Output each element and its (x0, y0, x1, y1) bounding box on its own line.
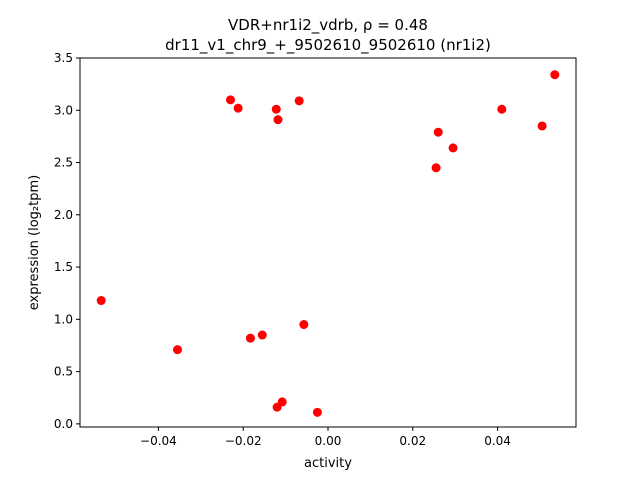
x-axis-label: activity (304, 456, 352, 471)
x-axis-ticks: −0.04 −0.02 0.00 0.02 0.04 (140, 427, 511, 448)
data-point (245, 333, 255, 343)
x-tick-label: −0.04 (140, 434, 177, 448)
y-tick-label: 1.5 (54, 260, 73, 274)
data-point (257, 330, 267, 340)
x-tick-label: 0.02 (399, 434, 426, 448)
y-tick-label: 1.0 (54, 312, 73, 326)
data-point (273, 115, 283, 125)
y-tick-label: 0.5 (54, 365, 73, 379)
data-point (277, 397, 287, 407)
data-point (550, 70, 560, 80)
data-point (294, 96, 304, 106)
data-point (173, 345, 183, 355)
data-point (448, 143, 458, 153)
data-point (233, 103, 243, 113)
chart-title-line2: dr11_v1_chr9_+_9502610_9502610 (nr1i2) (165, 36, 491, 55)
data-point (96, 296, 106, 306)
y-axis-ticks: 0.0 0.5 1.0 1.5 2.0 2.5 3.0 3.5 (54, 51, 80, 431)
y-tick-label: 2.5 (54, 156, 73, 170)
data-point (271, 104, 281, 114)
x-tick-label: −0.02 (225, 434, 262, 448)
data-point (299, 320, 309, 330)
data-point (497, 104, 507, 114)
data-point (433, 127, 443, 137)
y-tick-label: 2.0 (54, 208, 73, 222)
data-point (312, 407, 322, 417)
chart-title-line1: VDR+nr1i2_vdrb, ρ = 0.48 (228, 16, 428, 35)
data-point (431, 163, 441, 173)
x-tick-label: 0.00 (315, 434, 342, 448)
data-point (537, 121, 547, 131)
y-tick-label: 0.0 (54, 417, 73, 431)
plot-area (96, 70, 560, 417)
y-axis-label: expression (log₂tpm) (27, 175, 42, 310)
x-tick-label: 0.04 (484, 434, 511, 448)
y-tick-label: 3.5 (54, 51, 73, 65)
data-point (225, 95, 235, 105)
y-tick-label: 3.0 (54, 103, 73, 117)
